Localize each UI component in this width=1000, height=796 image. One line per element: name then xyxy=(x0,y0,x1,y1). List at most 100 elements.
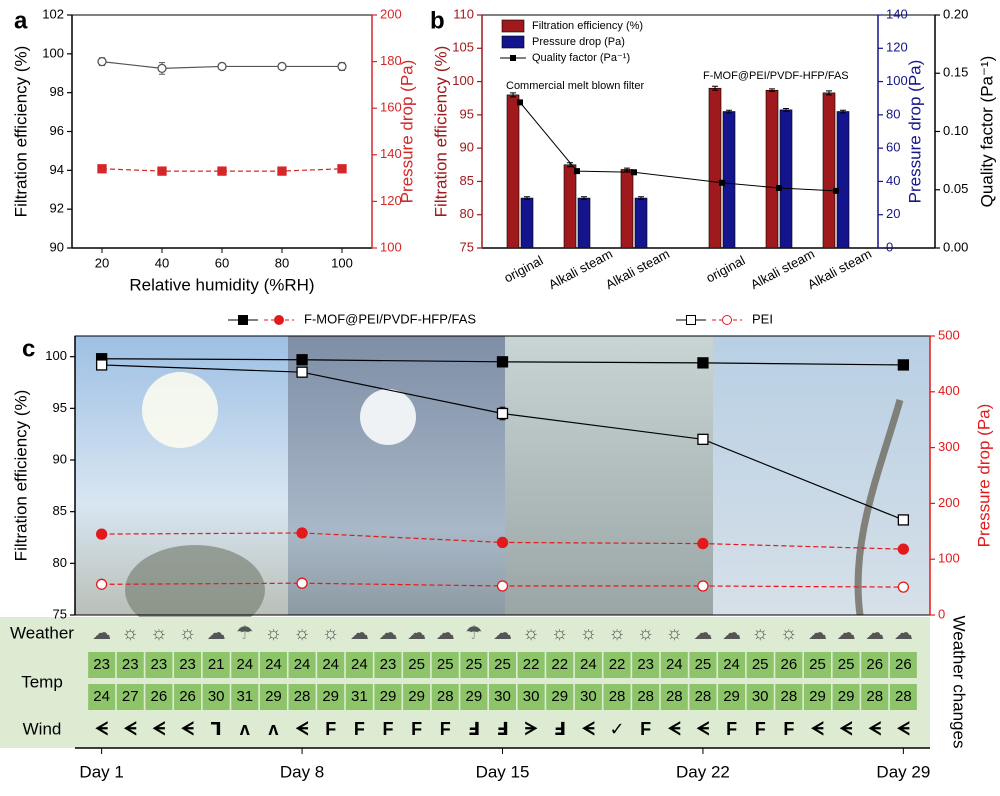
table-cell xyxy=(574,652,602,678)
table-cell-text: ᗕ xyxy=(868,719,881,739)
error-bar xyxy=(638,196,644,200)
table-cell xyxy=(374,684,402,710)
table-cell-text: 23 xyxy=(122,656,139,673)
table-cell-text: 26 xyxy=(780,656,797,673)
data-point xyxy=(296,366,308,378)
table-cell xyxy=(546,652,574,678)
table-cell-text: 26 xyxy=(179,688,196,705)
data-point xyxy=(496,580,509,592)
data-point xyxy=(517,99,523,106)
table-cell-text: 28 xyxy=(780,688,797,705)
table-cell-text: 29 xyxy=(408,688,425,705)
table-cell xyxy=(603,652,631,678)
data-point xyxy=(719,179,725,186)
data-point xyxy=(277,61,287,72)
bar xyxy=(765,89,779,249)
y-tick-label: 100 xyxy=(42,45,64,60)
table-cell-text: 27 xyxy=(122,688,139,705)
x-tick-label: 40 xyxy=(155,255,169,270)
bar xyxy=(520,197,534,249)
table-cell-text: 24 xyxy=(666,656,683,673)
y-tick-label: 90 xyxy=(53,451,67,466)
table-cell xyxy=(116,684,144,710)
error-bar xyxy=(840,109,846,114)
legend-swatch xyxy=(501,35,525,49)
data-point xyxy=(217,166,227,176)
data-point xyxy=(296,527,308,539)
x-tick-label: 80 xyxy=(275,255,289,270)
data-point xyxy=(897,581,910,593)
data-point xyxy=(496,407,509,420)
table-cell-text: 28 xyxy=(895,688,912,705)
table-cell-text: 29 xyxy=(322,688,339,705)
bar xyxy=(620,169,634,249)
data-point xyxy=(296,577,308,589)
annotation: F-MOF@PEI/PVDF-HFP/FAS xyxy=(703,70,849,82)
table-cell-text: F xyxy=(382,719,393,739)
table-cell-text: ☼ xyxy=(666,623,683,644)
table-cell-text: 25 xyxy=(437,656,454,673)
table-cell xyxy=(574,684,602,710)
table-cell xyxy=(174,684,202,710)
y-tick-label: 0 xyxy=(938,606,945,621)
row-label: Weather xyxy=(10,623,74,642)
data-point xyxy=(97,56,107,67)
legend-label: PEI xyxy=(752,311,773,326)
table-cell-text: 28 xyxy=(437,688,454,705)
table-cell-text: 29 xyxy=(723,688,740,705)
y-tick-label: 100 xyxy=(452,73,474,88)
legend-marker xyxy=(274,315,284,325)
table-cell-text: 22 xyxy=(609,656,626,673)
table-cell xyxy=(660,684,688,710)
bar xyxy=(563,164,577,249)
y-tick-label: 85 xyxy=(460,173,474,188)
table-cell-text: F xyxy=(640,719,651,739)
table-cell xyxy=(861,684,889,710)
data-point xyxy=(97,164,107,174)
table-cell-text: 24 xyxy=(265,656,282,673)
table-cell xyxy=(231,684,259,710)
data-point xyxy=(897,359,910,371)
axis-label: Filtration efficiency (%) xyxy=(11,46,30,218)
table-cell-text: ᗕ xyxy=(897,719,910,739)
x-tick-label: 60 xyxy=(215,255,229,270)
y-tick-label: 102 xyxy=(42,6,64,21)
data-point xyxy=(496,536,509,549)
y-tick-label: 85 xyxy=(53,503,67,518)
table-cell-text: ☼ xyxy=(637,623,654,644)
table-background xyxy=(0,617,930,748)
table-cell-text: ☼ xyxy=(265,623,282,644)
data-point xyxy=(496,356,509,368)
data-point xyxy=(157,63,167,74)
table-cell-text: 24 xyxy=(322,656,339,673)
panel-label: a xyxy=(14,7,28,34)
table-cell xyxy=(517,652,545,678)
x-tick-label: original xyxy=(703,253,747,286)
table-cell-text: 21 xyxy=(208,656,225,673)
error-bar xyxy=(510,92,516,98)
table-cell-text: ᗕ xyxy=(181,719,194,739)
table-cell-text: ᗕ xyxy=(840,719,853,739)
y-tick-label: 0 xyxy=(886,239,893,254)
table-cell-text: 28 xyxy=(609,688,626,705)
table-cell-text: F xyxy=(783,719,794,739)
data-point xyxy=(631,169,637,176)
error-bar xyxy=(581,196,587,200)
legend-swatch xyxy=(501,19,525,33)
table-cell xyxy=(603,684,631,710)
table-cell-text: 29 xyxy=(466,688,483,705)
legend-marker xyxy=(722,315,732,325)
table-cell-text: ☼ xyxy=(608,623,625,644)
error-bar xyxy=(624,167,630,172)
y-tick-label: 95 xyxy=(53,400,67,415)
legend-label: Quality factor (Pa⁻¹) xyxy=(532,52,630,64)
table-cell-text: 30 xyxy=(208,688,225,705)
data-point xyxy=(697,357,709,369)
legend-label: Pressure drop (Pa) xyxy=(532,36,625,48)
table-cell-text: ᗕ xyxy=(124,719,137,739)
table-cell-text: 29 xyxy=(551,688,568,705)
table-cell-text: ᗕ xyxy=(668,719,681,739)
table-cell-text: ☁ xyxy=(92,623,111,644)
y-tick-label: 98 xyxy=(50,84,64,99)
table-cell-text: ᗒ xyxy=(525,719,538,739)
